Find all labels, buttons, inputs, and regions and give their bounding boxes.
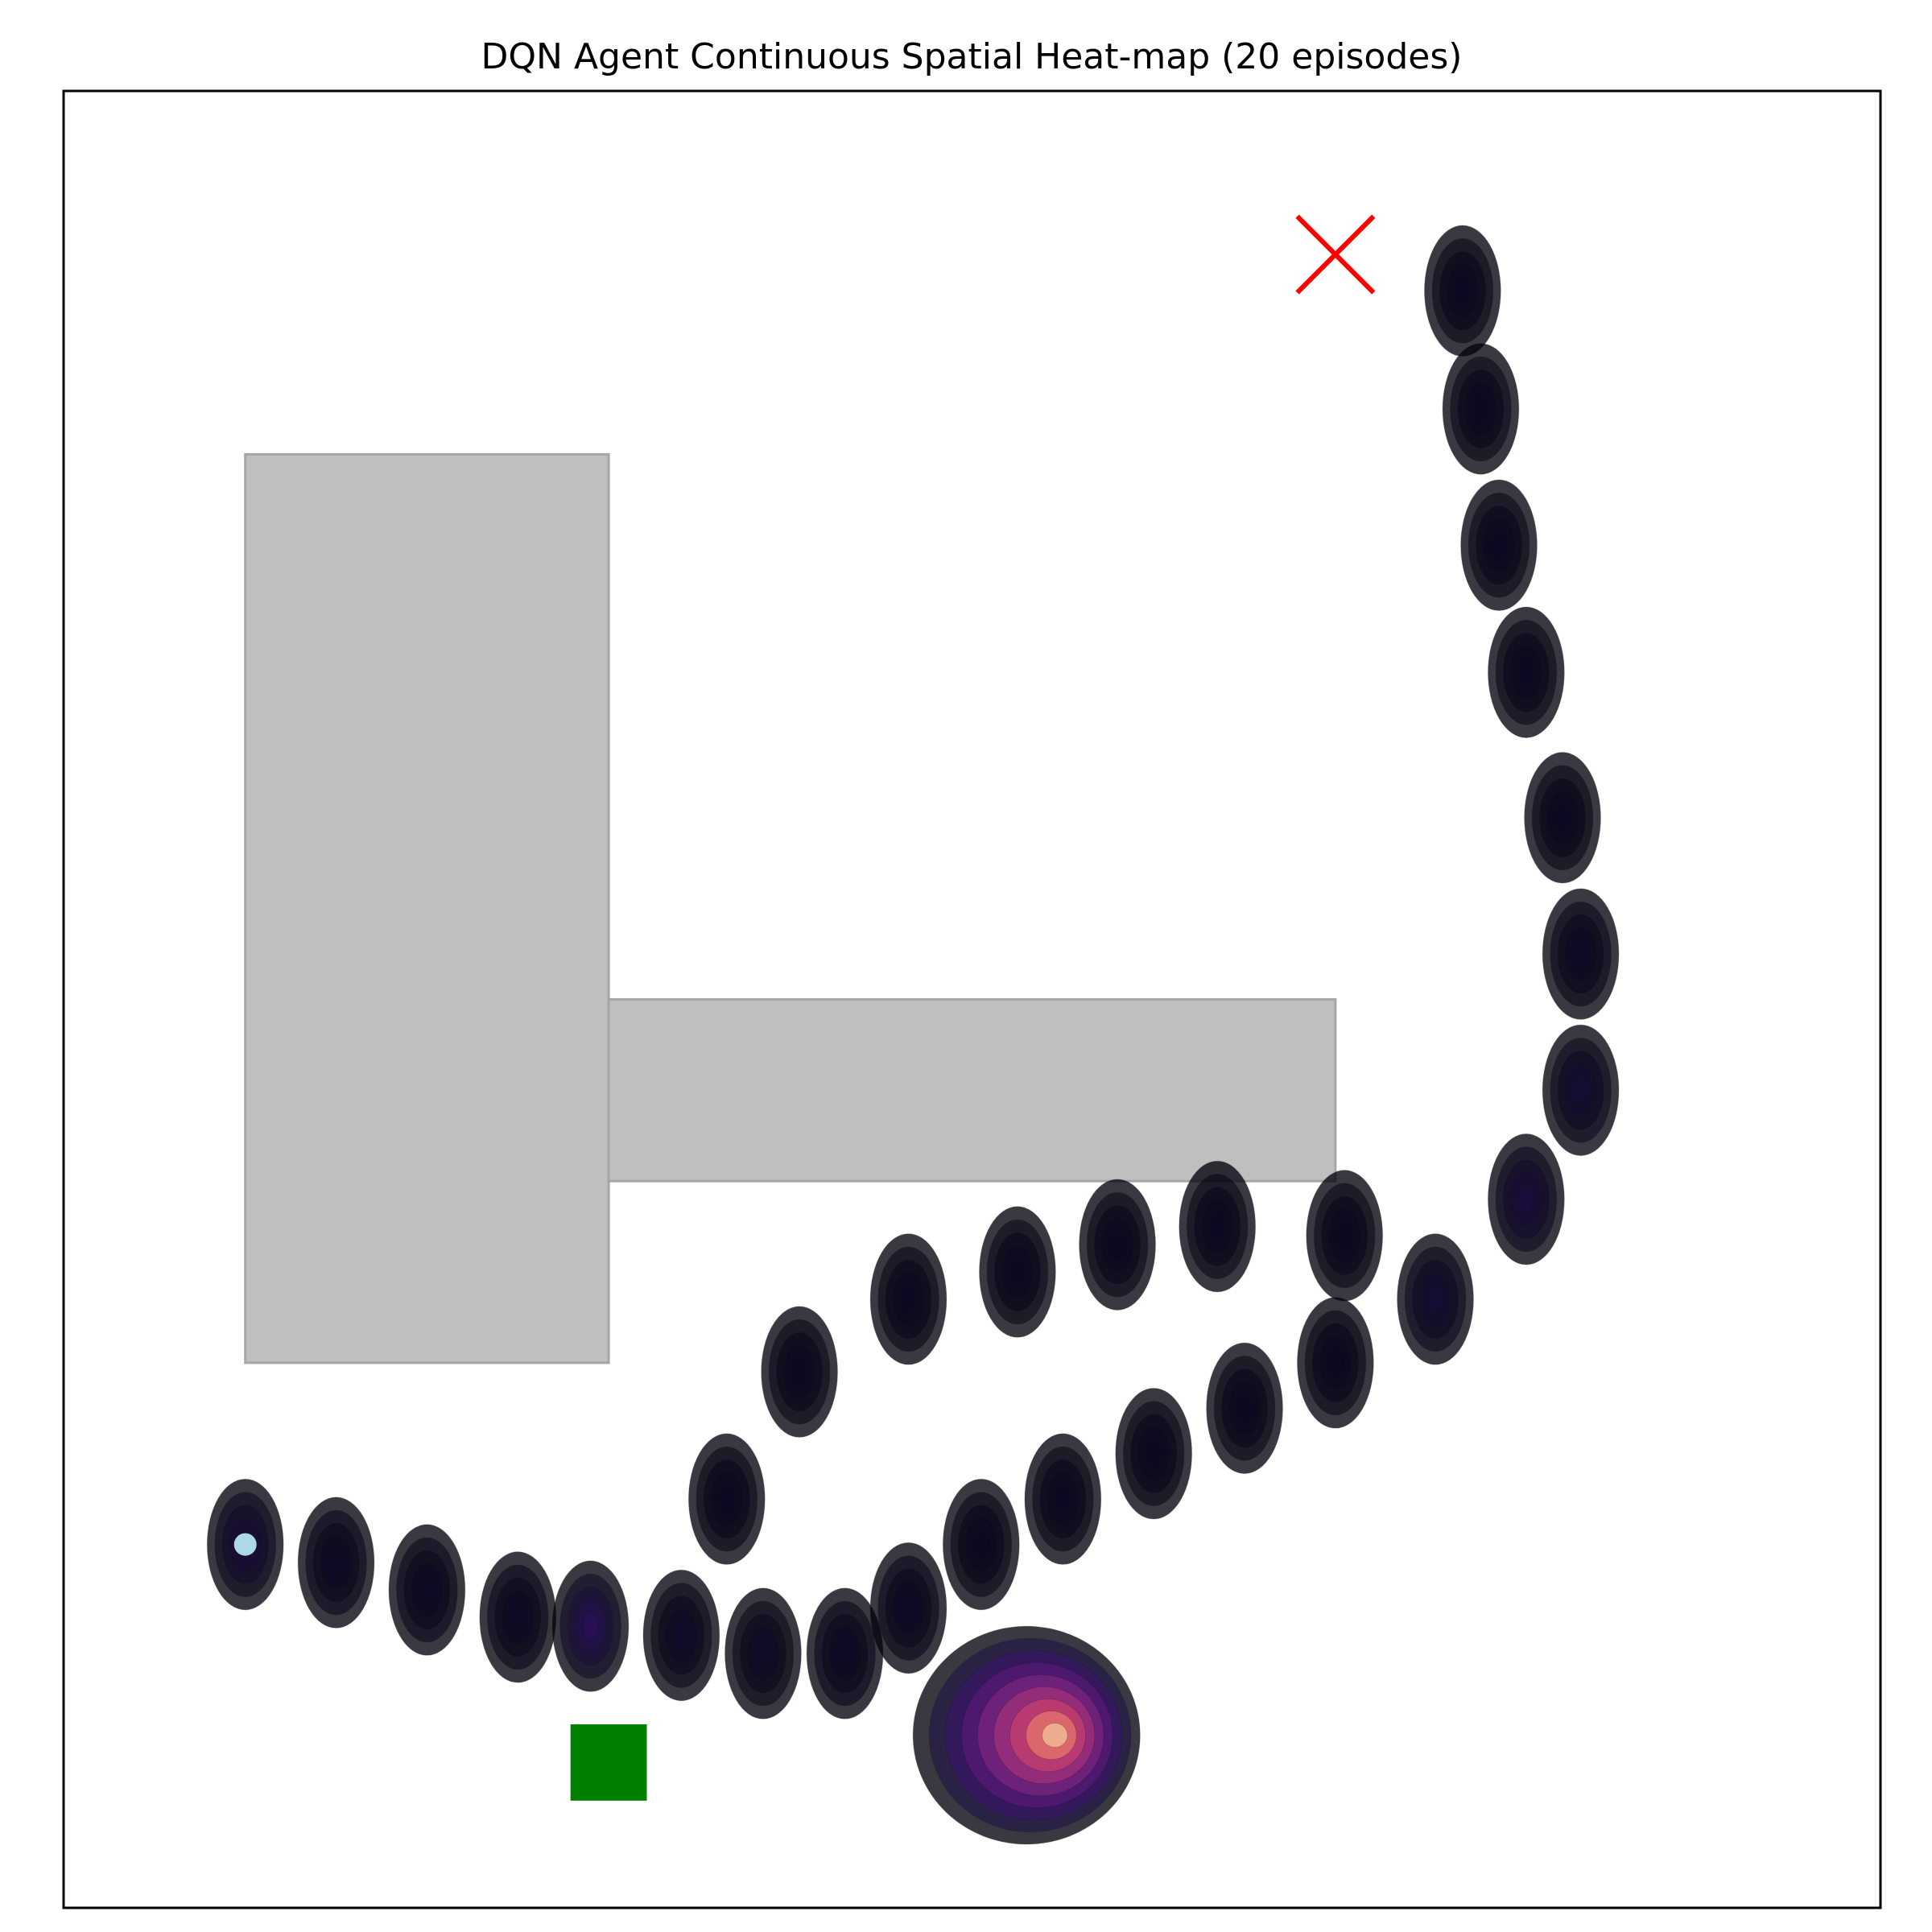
heat-blob	[687, 1433, 766, 1565]
obstacle-1	[244, 452, 610, 1364]
heat-blob	[869, 1542, 947, 1674]
heat-blob	[1460, 479, 1538, 612]
heat-contour	[1472, 395, 1489, 423]
heat-contour	[1336, 1222, 1353, 1249]
goal-marker	[1295, 214, 1376, 295]
heat-contour	[582, 1612, 599, 1640]
heat-blob	[1487, 606, 1565, 738]
heat-contour	[1454, 277, 1471, 305]
heat-contour	[1427, 1286, 1444, 1313]
heat-contour	[900, 1594, 917, 1622]
heat-contour	[836, 1640, 853, 1667]
heat-contour	[510, 1604, 526, 1631]
heat-blob	[642, 1569, 720, 1702]
heat-contour	[673, 1621, 690, 1649]
axes-frame	[62, 89, 1882, 1909]
agent-marker	[233, 1533, 257, 1556]
heat-contour	[1146, 1439, 1162, 1468]
heat-blob	[1079, 1179, 1156, 1311]
plot-area	[62, 89, 1882, 1909]
heat-contour	[718, 1485, 735, 1513]
heat-blob	[297, 1496, 375, 1629]
start-marker	[570, 1724, 647, 1801]
heat-layer	[206, 225, 1620, 1845]
heat-contour	[1572, 940, 1589, 968]
heat-blob	[979, 1206, 1056, 1338]
heat-blob	[1024, 1433, 1102, 1565]
heat-contour	[419, 1576, 436, 1604]
heat-blob	[1297, 1297, 1374, 1429]
marker-layer	[233, 214, 1376, 1801]
heat-blob	[1423, 225, 1501, 357]
heat-contour	[1491, 531, 1508, 559]
heat-blob	[1397, 1233, 1474, 1365]
heat-blob	[1542, 1024, 1620, 1157]
heat-contour	[1236, 1394, 1253, 1422]
heat-blob	[869, 1233, 947, 1365]
heat-blob	[1206, 1342, 1283, 1475]
heat-contour	[972, 1530, 989, 1558]
heat-blob	[1524, 752, 1601, 884]
heat-contour	[1055, 1485, 1071, 1513]
heat-contour	[754, 1640, 771, 1667]
heat-blob	[942, 1478, 1020, 1611]
heat-contour	[900, 1286, 917, 1313]
heat-blob	[806, 1587, 884, 1719]
heat-contour	[1517, 658, 1534, 686]
heat-blob	[1179, 1160, 1257, 1293]
heat-contour	[791, 1358, 808, 1385]
heat-blob	[761, 1306, 838, 1438]
heat-contour	[1327, 1349, 1344, 1377]
heat-contour	[1572, 1076, 1589, 1104]
heat-contour	[1554, 804, 1571, 832]
heat-blob	[551, 1560, 630, 1692]
heat-blob	[912, 1625, 1141, 1845]
obstacle-2	[607, 998, 1337, 1183]
heat-contour	[328, 1549, 345, 1576]
heat-contour	[1109, 1231, 1126, 1258]
heat-blob	[479, 1551, 557, 1683]
heat-blob	[1487, 1133, 1565, 1265]
heat-contour	[1209, 1212, 1226, 1241]
heat-blob	[724, 1587, 802, 1719]
obstacle-layer	[244, 452, 1337, 1364]
heat-blob	[1442, 343, 1520, 475]
goal-marker-stroke	[1295, 214, 1376, 295]
heat-blob	[1306, 1170, 1384, 1302]
heat-contour	[1042, 1723, 1068, 1748]
heat-blob	[388, 1524, 466, 1656]
heat-contour	[1517, 1186, 1534, 1213]
heat-contour	[1009, 1258, 1026, 1286]
heat-blob	[1115, 1387, 1193, 1520]
heat-blob	[1542, 888, 1620, 1020]
chart-title: DQN Agent Continuous Spatial Heat-map (2…	[481, 36, 1463, 77]
